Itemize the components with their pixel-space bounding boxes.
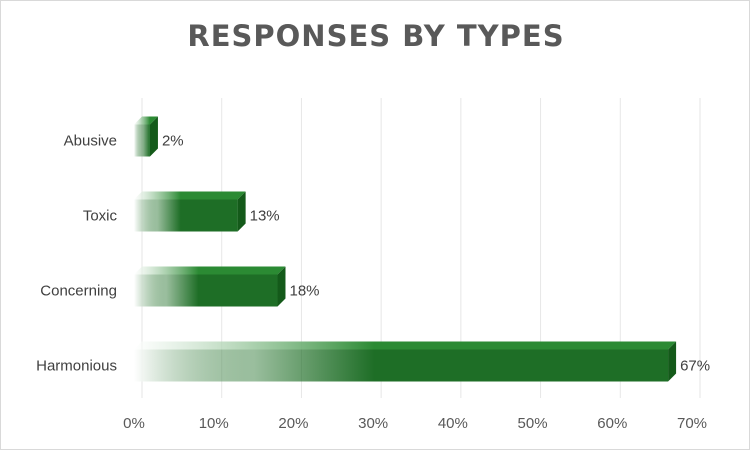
data-label: 67%: [680, 358, 710, 375]
bar: [134, 349, 669, 382]
category-label: Toxic: [83, 208, 118, 225]
bar-top-face: [134, 116, 158, 125]
bar-side-face: [668, 341, 677, 382]
labels: 0% 10% 20% 30% 40% 50% 60% 70% Abusive 2% Toxic 13%…: [36, 133, 710, 433]
x-tick-label: 60%: [597, 415, 627, 432]
bar-side-face: [277, 266, 286, 307]
x-tick-label: 30%: [358, 415, 388, 432]
x-tick-label: 0%: [123, 415, 145, 432]
bar-top-face: [134, 341, 677, 350]
x-tick-label: 20%: [278, 415, 308, 432]
category-label: Harmonious: [36, 358, 117, 375]
bar-side-face: [149, 116, 158, 157]
x-tick-label: 10%: [199, 415, 229, 432]
bar-side-face: [237, 191, 246, 232]
category-label: Abusive: [64, 133, 117, 150]
bar-top-face: [134, 191, 246, 200]
bar: [134, 274, 278, 307]
category-label: Concerning: [40, 283, 117, 300]
x-tick-label: 50%: [518, 415, 548, 432]
data-label: 18%: [289, 283, 319, 300]
bars: [134, 116, 677, 382]
chart-title: RESPONSES BY TYPES: [187, 19, 565, 53]
bar-top-face: [134, 266, 286, 275]
x-tick-label: 70%: [677, 415, 707, 432]
x-tick-label: 40%: [438, 415, 468, 432]
bar: [134, 124, 150, 157]
bar: [134, 199, 238, 232]
data-label: 13%: [250, 208, 280, 225]
data-label: 2%: [162, 133, 184, 150]
